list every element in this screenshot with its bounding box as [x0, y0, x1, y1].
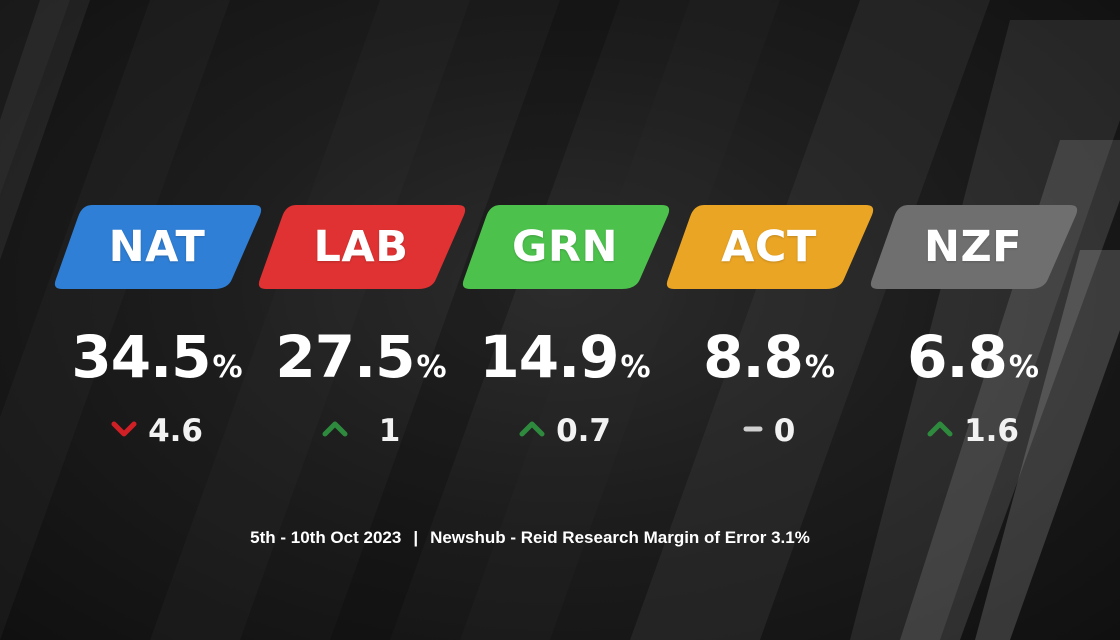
change-indicator: 4.6	[52, 413, 262, 453]
arrow-down-icon	[111, 420, 137, 442]
change-indicator: 1	[256, 413, 466, 453]
footer-separator: |	[413, 528, 419, 547]
arrow-up-icon	[519, 420, 545, 442]
party-name: GRN	[512, 222, 618, 272]
vote-share: 34.5%	[52, 323, 262, 391]
percent-sign: %	[1008, 350, 1039, 385]
party-tag-act: ACT	[664, 205, 874, 289]
change-value: 1.6	[964, 413, 1019, 449]
party-tag-shape	[666, 205, 874, 289]
change-indicator: 0	[664, 413, 874, 453]
dash-icon	[743, 420, 763, 442]
party-tag-lab: LAB	[256, 205, 466, 289]
vote-share-value: 34.5	[71, 323, 211, 391]
vote-share: 27.5%	[256, 323, 466, 391]
party-tag-shape	[870, 205, 1078, 289]
change-value: 1	[378, 413, 401, 449]
poll-footer: 5th - 10th Oct 2023 | Newshub - Reid Resea…	[0, 528, 1060, 548]
party-lab: LAB 27.5% 1	[256, 205, 466, 455]
poll-source: Newshub - Reid Research Margin of Error …	[430, 528, 810, 547]
vote-share-value: 6.8	[907, 323, 1008, 391]
party-grn: GRN 14.9% 0.7	[460, 205, 670, 455]
party-tag-shape	[258, 205, 466, 289]
change-value: 0.7	[556, 413, 611, 449]
party-tag-nat: NAT	[52, 205, 262, 289]
vote-share-value: 8.8	[703, 323, 804, 391]
party-name: NAT	[108, 222, 206, 272]
percent-sign: %	[212, 350, 243, 385]
arrow-up-icon	[927, 420, 953, 442]
party-name: ACT	[721, 222, 817, 272]
percent-sign: %	[804, 350, 835, 385]
party-tag-shape	[462, 205, 670, 289]
vote-share: 8.8%	[664, 323, 874, 391]
percent-sign: %	[416, 350, 447, 385]
party-act: ACT 8.8% 0	[664, 205, 874, 455]
change-value: 4.6	[148, 413, 203, 449]
party-nat: NAT 34.5% 4.6	[52, 205, 262, 455]
percent-sign: %	[620, 350, 651, 385]
party-tag-grn: GRN	[460, 205, 670, 289]
party-name: LAB	[313, 222, 409, 272]
poll-dates: 5th - 10th Oct 2023	[250, 528, 402, 547]
change-value: 0	[773, 413, 796, 449]
arrow-up-icon	[322, 420, 348, 442]
change-indicator: 0.7	[460, 413, 670, 453]
vote-share-value: 27.5	[275, 323, 415, 391]
party-tag-nzf: NZF	[868, 205, 1078, 289]
vote-share: 14.9%	[460, 323, 670, 391]
vote-share-value: 14.9	[479, 323, 619, 391]
party-nzf: NZF 6.8% 1.6	[868, 205, 1078, 455]
change-indicator: 1.6	[868, 413, 1078, 453]
vote-share: 6.8%	[868, 323, 1078, 391]
party-name: NZF	[923, 222, 1023, 272]
party-tag-shape	[54, 205, 262, 289]
